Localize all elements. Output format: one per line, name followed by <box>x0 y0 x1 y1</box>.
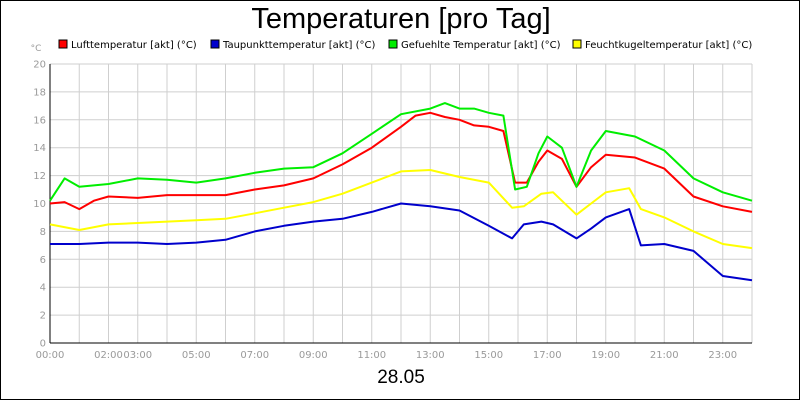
legend-swatch-1 <box>58 39 68 49</box>
series-line-2 <box>50 202 753 282</box>
y-tick-label: 16 <box>33 115 46 126</box>
x-tick-label: 02:00 <box>94 350 123 361</box>
series-line-4 <box>49 169 753 250</box>
x-tick-label: 19:00 <box>591 350 620 361</box>
y-tick-label: 4 <box>40 283 46 294</box>
date-label: 28.05 <box>377 367 425 388</box>
y-tick-label: 8 <box>40 227 46 238</box>
x-tick-label: 11:00 <box>357 350 386 361</box>
legend-swatch-2 <box>210 39 220 49</box>
legend: Lufttemperatur [akt] (°C) Taupunkttempera… <box>58 39 752 51</box>
chart-title: Temperaturen [pro Tag] <box>251 3 551 35</box>
y-tick-label: 12 <box>33 171 46 182</box>
legend-label-2: Taupunkttemperatur [akt] (°C) <box>222 40 375 51</box>
legend-swatch-3 <box>388 39 398 49</box>
legend-label-3: Gefuehlte Temperatur [akt] (°C) <box>401 40 561 51</box>
x-tick-label: 00:00 <box>36 350 65 361</box>
x-tick-label: 09:00 <box>299 350 328 361</box>
x-tick-label: 13:00 <box>416 350 445 361</box>
x-tick-label: 23:00 <box>708 350 737 361</box>
legend-label-4: Feuchtkugeltemperatur [akt] (°C) <box>585 40 752 51</box>
series-lines <box>49 102 753 282</box>
x-tick-label: 05:00 <box>182 350 211 361</box>
y-tick-label: 0 <box>40 339 46 350</box>
y-unit-label: °C <box>31 44 42 54</box>
series-line-1 <box>49 111 753 213</box>
axes: 0 2 4 6 8 10 12 14 16 18 20 °C 00:00 02:00 03:00 05:00 0… <box>31 44 752 361</box>
y-tick-label: 14 <box>33 143 46 154</box>
y-tick-label: 2 <box>40 311 46 322</box>
legend-label-1: Lufttemperatur [akt] (°C) <box>71 40 197 51</box>
x-tick-label: 15:00 <box>474 350 503 361</box>
y-tick-label: 10 <box>33 199 46 210</box>
x-tick-label: 07:00 <box>240 350 269 361</box>
y-tick-label: 18 <box>33 87 46 98</box>
x-tick-label: 03:00 <box>123 350 152 361</box>
y-tick-label: 20 <box>33 60 46 71</box>
series-line-3 <box>49 102 753 202</box>
x-tick-label: 17:00 <box>533 350 562 361</box>
legend-swatch-4 <box>572 39 582 49</box>
y-tick-label: 6 <box>40 255 46 266</box>
x-tick-label: 21:00 <box>650 350 679 361</box>
